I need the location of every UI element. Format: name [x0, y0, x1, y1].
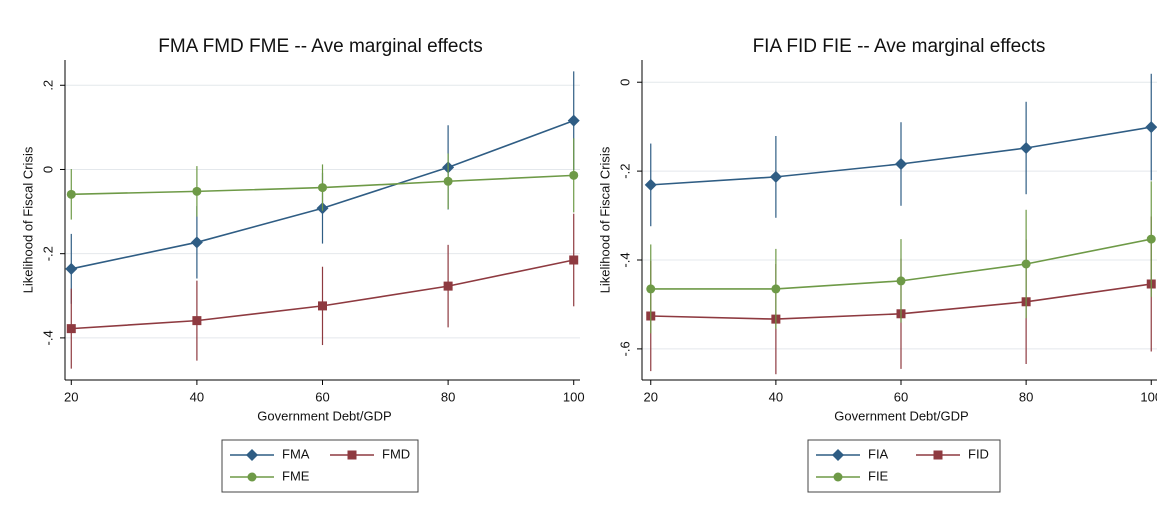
x-axis-label: Government Debt/GDP: [257, 408, 391, 423]
marker: [1145, 121, 1157, 134]
legend-label: FIE: [868, 468, 889, 483]
legend-box: [221, 439, 419, 493]
x-tick-label: 100: [563, 389, 585, 404]
legend-label: FID: [968, 446, 989, 461]
marker: [646, 284, 656, 294]
marker: [933, 450, 943, 460]
y-tick-label: -.6: [617, 341, 632, 356]
marker: [347, 450, 357, 460]
chart-title: FMA FMD FME -- Ave marginal effects: [158, 36, 482, 57]
legend-label: FIA: [868, 446, 889, 461]
marker: [318, 183, 327, 193]
y-tick-label: -.4: [617, 252, 632, 267]
x-tick-label: 40: [190, 389, 204, 404]
y-tick-label: 0: [40, 166, 55, 173]
marker: [895, 158, 907, 170]
legend-label: FMA: [282, 446, 310, 461]
marker: [65, 262, 78, 275]
marker: [66, 324, 76, 334]
marker: [832, 449, 844, 461]
y-tick-label: -.4: [40, 330, 55, 345]
marker: [644, 178, 657, 191]
marker: [833, 472, 843, 482]
y-axis-label: Likelihood of Fiscal Crisis: [20, 146, 35, 293]
marker: [1021, 259, 1031, 269]
x-tick-label: 20: [64, 389, 78, 404]
marker: [66, 189, 76, 199]
y-tick-label: -.2: [617, 164, 632, 179]
legend-box: [807, 439, 1001, 493]
marker: [1020, 142, 1033, 154]
y-tick-label: .2: [40, 80, 55, 91]
marker: [246, 449, 258, 461]
y-tick-label: -.2: [40, 246, 55, 261]
marker: [569, 255, 579, 265]
marker: [896, 276, 906, 286]
marker: [247, 472, 257, 482]
legend-label: FME: [282, 468, 310, 483]
x-tick-label: 60: [315, 389, 329, 404]
marker: [190, 236, 203, 249]
marker: [443, 176, 453, 186]
marker: [569, 170, 579, 180]
x-axis-label: Government Debt/GDP: [834, 408, 968, 423]
legend-label: FMD: [382, 446, 410, 461]
marker: [771, 284, 781, 294]
x-tick-label: 40: [769, 389, 783, 404]
y-tick-label: 0: [617, 79, 632, 86]
marker: [1146, 234, 1156, 244]
marker: [443, 281, 453, 291]
marker: [318, 301, 327, 311]
x-tick-label: 20: [644, 389, 658, 404]
marker: [192, 186, 202, 196]
y-axis-label: Likelihood of Fiscal Crisis: [597, 146, 612, 293]
chart: FIA FID FIE -- Ave marginal effects -.6 -.…: [597, 36, 1157, 493]
chart: FMA FMD FME -- Ave marginal effects -.4 -.…: [20, 36, 585, 493]
x-tick-label: 80: [1019, 389, 1033, 404]
marker: [769, 170, 782, 183]
x-tick-label: 100: [1140, 389, 1157, 404]
marker: [567, 114, 580, 127]
chart-title: FIA FID FIE -- Ave marginal effects: [753, 36, 1046, 57]
x-tick-label: 60: [894, 389, 908, 404]
marker: [192, 316, 202, 326]
x-tick-label: 80: [441, 389, 455, 404]
